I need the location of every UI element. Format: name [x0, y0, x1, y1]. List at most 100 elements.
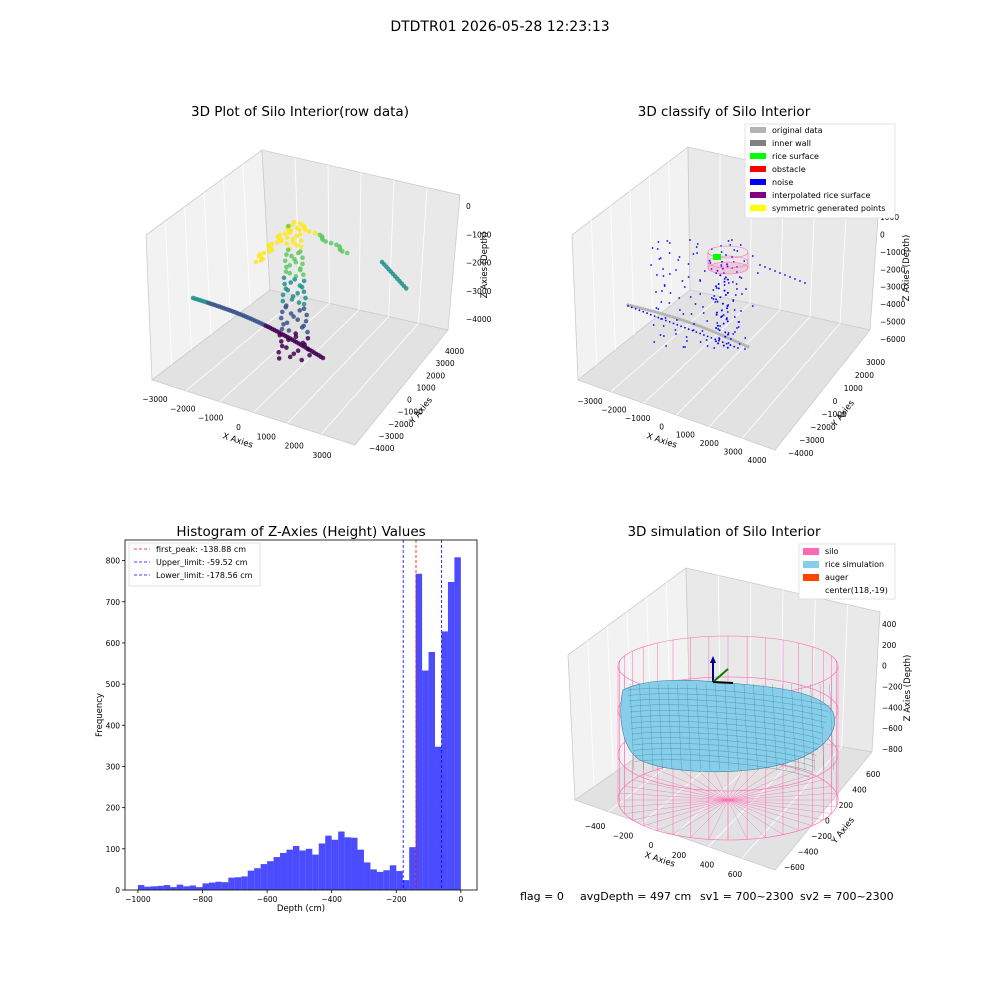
histogram-bar-20 — [267, 861, 274, 890]
raw-y-tick-3: −1000 — [398, 408, 424, 417]
cls-point-158 — [696, 243, 699, 245]
cls-x-tick-7: 4000 — [747, 456, 766, 465]
sim-y-tick-4: 200 — [839, 801, 854, 810]
histogram-bar-17 — [247, 870, 255, 890]
histogram-y-tick-0: 0 — [115, 886, 120, 895]
histogram-legend-items: first_peak: -138.88 cm Upper_limit: -59.5… — [134, 545, 253, 580]
cls-point-132 — [713, 295, 716, 297]
cls-point-61 — [723, 272, 725, 274]
cls-point-243 — [676, 323, 679, 326]
sim-x-tick-4: 400 — [700, 860, 715, 869]
histogram-bar-24 — [292, 845, 300, 890]
histogram-bar-31 — [338, 831, 345, 890]
raw-point-131 — [340, 249, 345, 254]
raw-grid-line-7 — [358, 172, 362, 311]
panel-raw-3d: 3D Plot of Silo Interior(row data) −3000… — [142, 104, 491, 460]
sim-grid-line-14 — [741, 746, 842, 859]
cls-point-214 — [715, 313, 718, 316]
rice-mesh-col-11 — [734, 683, 739, 771]
cls-point-228 — [722, 344, 725, 347]
cls-y-tick-0: −4000 — [788, 449, 814, 458]
histogram-bar-27 — [312, 854, 319, 890]
silo-spoke-5 — [727, 799, 799, 831]
raw-point-119 — [307, 229, 312, 234]
cls-point-165 — [723, 284, 726, 286]
histogram-legend-label-2: Lower_limit: -178.56 cm — [156, 571, 253, 580]
histogram-y-tick-1: 100 — [106, 845, 121, 854]
raw-point-55 — [283, 305, 289, 310]
sv1-status: sv1 = 700~2300 — [700, 890, 794, 903]
cls-point-52 — [665, 345, 667, 347]
histogram-y-ticks: 0 100 200 300 400 500 600 700 800 — [106, 557, 125, 895]
raw-z-tick-1: −3000 — [466, 287, 492, 296]
cls-point-213 — [715, 311, 718, 314]
cls-point-74 — [660, 301, 663, 303]
silo-spoke-10 — [708, 799, 729, 840]
cls-point-7 — [643, 307, 647, 311]
cls-point-219 — [717, 324, 719, 327]
raw-point-58 — [280, 309, 285, 315]
cls-point-249 — [699, 332, 701, 335]
cls-point-263 — [774, 270, 776, 272]
raw-point-50 — [289, 297, 295, 302]
cls-point-108 — [738, 343, 741, 345]
cls-point-197 — [724, 276, 727, 279]
classify-plot-title: 3D classify of Silo Interior — [638, 104, 811, 120]
cls-point-99 — [702, 306, 704, 308]
raw-x-tick-1: −2000 — [170, 404, 196, 413]
silo-spoke-20 — [624, 786, 729, 801]
cls-point-202 — [717, 287, 720, 290]
raw-point-125 — [323, 239, 329, 244]
cls-z-tick-3: −3000 — [880, 283, 906, 292]
cls-point-240 — [665, 319, 667, 322]
rice-mesh-col-21 — [829, 683, 834, 771]
raw-y-tick-6: 2000 — [426, 371, 445, 380]
cls-point-258 — [733, 345, 736, 348]
cls-x-tick-6: 3000 — [724, 448, 743, 457]
simulation-rice-mesh — [627, 683, 834, 778]
raw-point-22 — [289, 253, 294, 259]
raw-y-tick-4: 0 — [407, 396, 412, 405]
cls-point-149 — [733, 316, 736, 318]
cls-point-212 — [720, 309, 723, 312]
cls-point-8 — [646, 308, 650, 312]
classify-grid — [590, 154, 849, 439]
cls-point-184 — [714, 301, 717, 303]
cls-x-tick-4: 1000 — [676, 431, 695, 440]
histogram-bar-40 — [396, 871, 403, 890]
cls-point-161 — [669, 292, 672, 294]
silo-spoke-33 — [727, 779, 824, 801]
cls-point-91 — [716, 322, 719, 324]
raw-point-109 — [282, 231, 288, 236]
rice-mesh-row-11 — [633, 748, 814, 767]
raw-y-tick-1: −3000 — [379, 432, 405, 441]
cls-z-tick-1: −5000 — [880, 318, 906, 327]
raw-point-70 — [286, 328, 292, 333]
cls-point-188 — [699, 293, 702, 295]
cls-point-70 — [733, 309, 736, 311]
raw-point-62 — [278, 315, 284, 321]
cls-point-226 — [715, 340, 717, 343]
histogram-bar-3 — [157, 885, 164, 890]
histogram-bar-14 — [228, 877, 235, 890]
cls-point-269 — [804, 282, 806, 284]
cls-grid-line-14 — [741, 323, 841, 439]
raw-point-108 — [277, 232, 283, 238]
cls-point-196 — [719, 274, 722, 277]
raw-point-26 — [293, 260, 299, 265]
cls-point-79 — [682, 346, 685, 348]
cls-point-251 — [706, 335, 709, 338]
cls-point-215 — [720, 316, 723, 318]
cls-point-162 — [706, 345, 709, 347]
cls-point-203 — [723, 289, 726, 292]
histogram-bar-12 — [215, 881, 222, 890]
cls-point-209 — [721, 302, 724, 305]
classify-z-axis-label: Z Axies (Depth) — [902, 235, 912, 302]
cls-point-96 — [659, 257, 662, 259]
cls-point-217 — [726, 320, 729, 323]
raw-point-60 — [304, 312, 310, 318]
histogram-y-tick-8: 800 — [106, 557, 121, 566]
cls-point-150 — [677, 259, 680, 261]
histogram-bar-11 — [208, 882, 216, 890]
cls-point-172 — [662, 325, 665, 327]
